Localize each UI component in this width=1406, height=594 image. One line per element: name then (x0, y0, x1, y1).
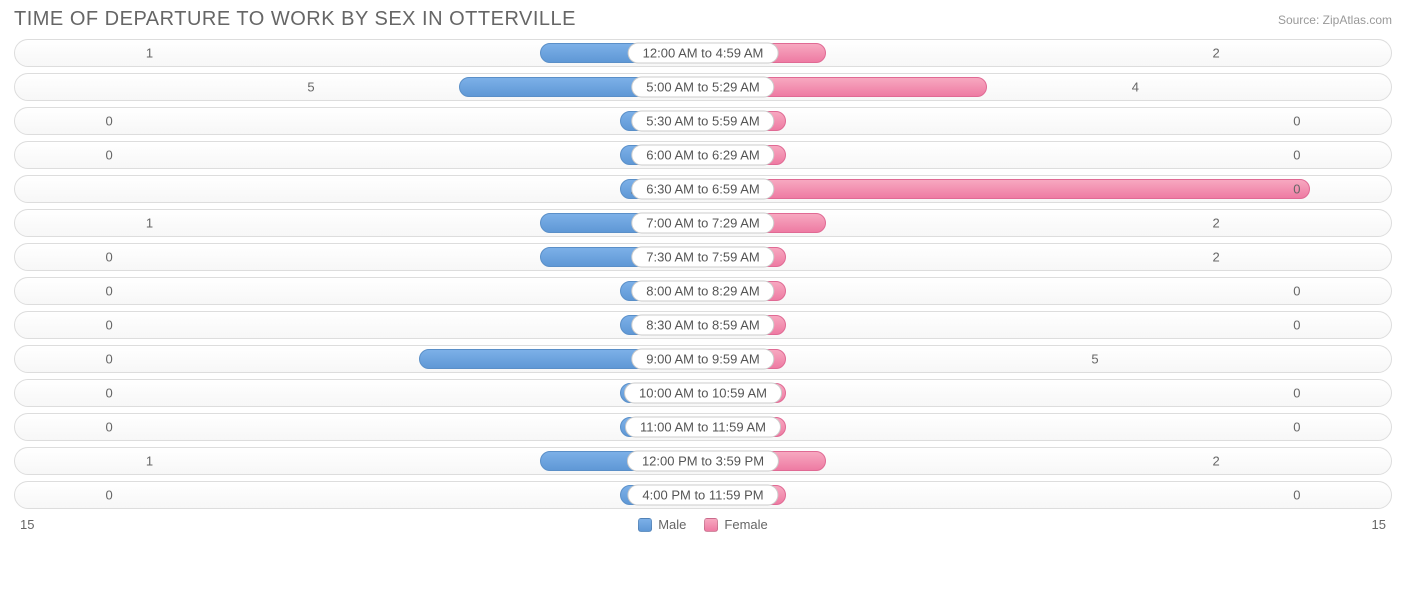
axis-right-max: 15 (1372, 517, 1386, 532)
value-female: 0 (106, 148, 113, 163)
value-male: 5 (1091, 352, 1098, 367)
chart-row: 5:30 AM to 5:59 AM 0 0 (14, 107, 1392, 135)
axis-left-max: 15 (20, 517, 34, 532)
chart-row: 8:00 AM to 8:29 AM 0 0 (14, 277, 1392, 305)
row-time-label: 12:00 AM to 4:59 AM (628, 43, 779, 64)
value-male: 0 (1293, 420, 1300, 435)
value-male: 0 (1293, 114, 1300, 129)
legend-female: Female (704, 517, 767, 532)
value-male: 0 (1293, 386, 1300, 401)
value-male: 4 (1132, 80, 1139, 95)
row-time-label: 5:00 AM to 5:29 AM (631, 77, 774, 98)
chart-row: 7:00 AM to 7:29 AM 2 1 (14, 209, 1392, 237)
row-time-label: 12:00 PM to 3:59 PM (627, 451, 779, 472)
row-time-label: 9:00 AM to 9:59 AM (631, 349, 774, 370)
legend-male-label: Male (658, 517, 686, 532)
legend-male-swatch (638, 518, 652, 532)
value-male: 2 (1212, 250, 1219, 265)
value-male: 2 (1212, 454, 1219, 469)
row-time-label: 11:00 AM to 11:59 AM (625, 417, 781, 438)
chart-area: 12:00 AM to 4:59 AM 2 1 5:00 AM to 5:29 AM 4… (0, 35, 1406, 509)
value-female: 0 (106, 488, 113, 503)
chart-row: 6:00 AM to 6:29 AM 0 0 (14, 141, 1392, 169)
legend-male: Male (638, 517, 686, 532)
value-female: 0 (106, 250, 113, 265)
value-female: 0 (106, 386, 113, 401)
value-male: 0 (1293, 284, 1300, 299)
chart-row: 10:00 AM to 10:59 AM 0 0 (14, 379, 1392, 407)
chart-row: 11:00 AM to 11:59 AM 0 0 (14, 413, 1392, 441)
chart-row: 5:00 AM to 5:29 AM 4 5 (14, 73, 1392, 101)
value-male: 0 (1293, 182, 1300, 197)
value-female: 0 (106, 114, 113, 129)
chart-title: TIME OF DEPARTURE TO WORK BY SEX IN OTTE… (14, 8, 576, 31)
value-male: 0 (1293, 148, 1300, 163)
value-female: 5 (307, 80, 314, 95)
value-female: 0 (106, 284, 113, 299)
chart-row: 6:30 AM to 6:59 AM013 (14, 175, 1392, 203)
chart-row: 9:00 AM to 9:59 AM 5 0 (14, 345, 1392, 373)
value-female: 0 (106, 318, 113, 333)
row-time-label: 5:30 AM to 5:59 AM (631, 111, 774, 132)
legend: Male Female (638, 517, 768, 532)
value-female: 1 (146, 46, 153, 61)
value-female: 1 (146, 216, 153, 231)
row-time-label: 6:30 AM to 6:59 AM (631, 179, 774, 200)
row-time-label: 6:00 AM to 6:29 AM (631, 145, 774, 166)
value-male: 2 (1212, 216, 1219, 231)
legend-female-swatch (704, 518, 718, 532)
chart-row: 12:00 PM to 3:59 PM 2 1 (14, 447, 1392, 475)
chart-footer: 15 Male Female 15 (0, 515, 1406, 532)
value-female: 1 (146, 454, 153, 469)
row-time-label: 7:30 AM to 7:59 AM (631, 247, 774, 268)
chart-row: 7:30 AM to 7:59 AM 2 0 (14, 243, 1392, 271)
chart-header: TIME OF DEPARTURE TO WORK BY SEX IN OTTE… (0, 0, 1406, 35)
row-time-label: 4:00 PM to 11:59 PM (627, 485, 778, 506)
value-female: 0 (106, 420, 113, 435)
chart-row: 4:00 PM to 11:59 PM 0 0 (14, 481, 1392, 509)
value-male: 0 (1293, 488, 1300, 503)
legend-female-label: Female (724, 517, 767, 532)
row-time-label: 10:00 AM to 10:59 AM (624, 383, 782, 404)
row-time-label: 8:30 AM to 8:59 AM (631, 315, 774, 336)
row-time-label: 7:00 AM to 7:29 AM (631, 213, 774, 234)
chart-row: 12:00 AM to 4:59 AM 2 1 (14, 39, 1392, 67)
row-time-label: 8:00 AM to 8:29 AM (631, 281, 774, 302)
bar-female (703, 179, 1310, 199)
value-male: 0 (1293, 318, 1300, 333)
value-female: 0 (106, 352, 113, 367)
chart-row: 8:30 AM to 8:59 AM 0 0 (14, 311, 1392, 339)
value-male: 2 (1212, 46, 1219, 61)
chart-source: Source: ZipAtlas.com (1278, 13, 1392, 27)
